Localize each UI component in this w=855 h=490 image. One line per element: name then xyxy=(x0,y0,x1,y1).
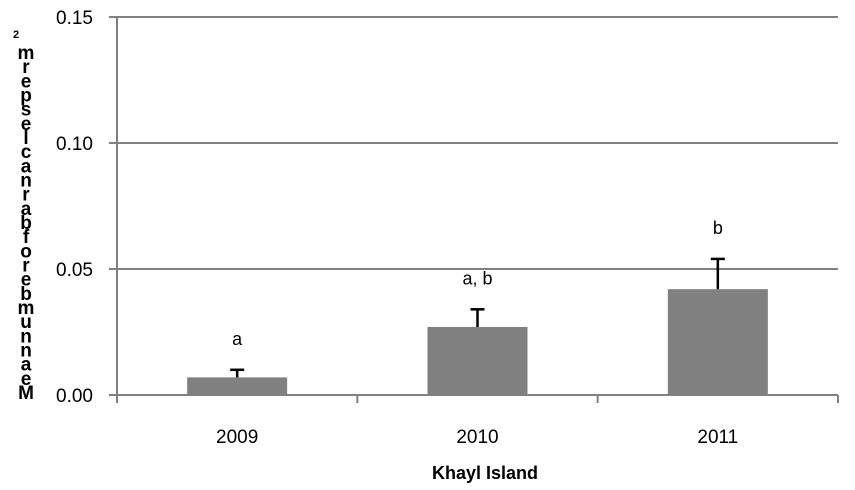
bar-2009 xyxy=(187,377,288,395)
y-axis-title-char: a xyxy=(21,355,32,376)
y-axis-title-char: e xyxy=(21,71,32,92)
y-axis-title-char: b xyxy=(20,284,32,305)
data-labels: a a, b b xyxy=(232,218,723,349)
y-axis-title-char: n xyxy=(20,341,32,362)
y-axis-title-char: r xyxy=(22,57,30,78)
y-axis-title-char: n xyxy=(20,171,32,192)
y-axis-title-char: l xyxy=(23,128,28,149)
y-axis-title-char: M xyxy=(18,383,34,404)
y-axis-title-superscript: 2 xyxy=(13,29,19,41)
y-tick-label: 0.00 xyxy=(56,386,93,407)
y-axis-title-char: o xyxy=(20,241,32,262)
data-label: a, b xyxy=(462,268,492,288)
y-axis-title-char: u xyxy=(20,312,32,333)
y-axis-title-char: e xyxy=(21,369,32,390)
y-tick-label: 0.10 xyxy=(56,134,93,155)
bar-2011 xyxy=(667,289,768,395)
x-axis-title: Khayl Island xyxy=(432,463,538,483)
x-tick-labels: 2009 2010 2011 xyxy=(216,427,738,448)
y-axis-title-char: m xyxy=(18,43,35,64)
y-axis-title-char: a xyxy=(21,199,32,220)
y-tick-labels: 0.00 0.05 0.10 0.15 xyxy=(56,8,93,407)
y-axis-title-char: r xyxy=(22,185,30,206)
y-axis-title-char: p xyxy=(20,86,32,107)
data-label: b xyxy=(713,218,723,238)
y-axis-title-char: m xyxy=(18,298,35,319)
data-label: a xyxy=(232,329,243,349)
x-tick-label: 2009 xyxy=(216,427,258,448)
y-axis-title-char: b xyxy=(20,213,32,234)
y-axis-title-char: a xyxy=(21,156,32,177)
bar-2010 xyxy=(427,326,528,395)
y-axis-title-char: e xyxy=(21,114,32,135)
y-axis-title-char: c xyxy=(21,142,32,163)
y-tick-label: 0.05 xyxy=(56,260,93,281)
x-tick-label: 2011 xyxy=(697,427,738,448)
y-axis-title-char: e xyxy=(21,270,32,291)
y-axis-title-char: n xyxy=(20,326,32,347)
axes xyxy=(116,17,839,403)
error-bars xyxy=(230,257,725,378)
y-tick-label: 0.15 xyxy=(56,8,93,29)
y-axis-title-char: r xyxy=(22,256,30,277)
y-axis-title-char: f xyxy=(23,227,30,248)
bars xyxy=(187,289,768,395)
x-tick-label: 2010 xyxy=(456,427,498,448)
y-axis-title-char: s xyxy=(21,100,32,121)
